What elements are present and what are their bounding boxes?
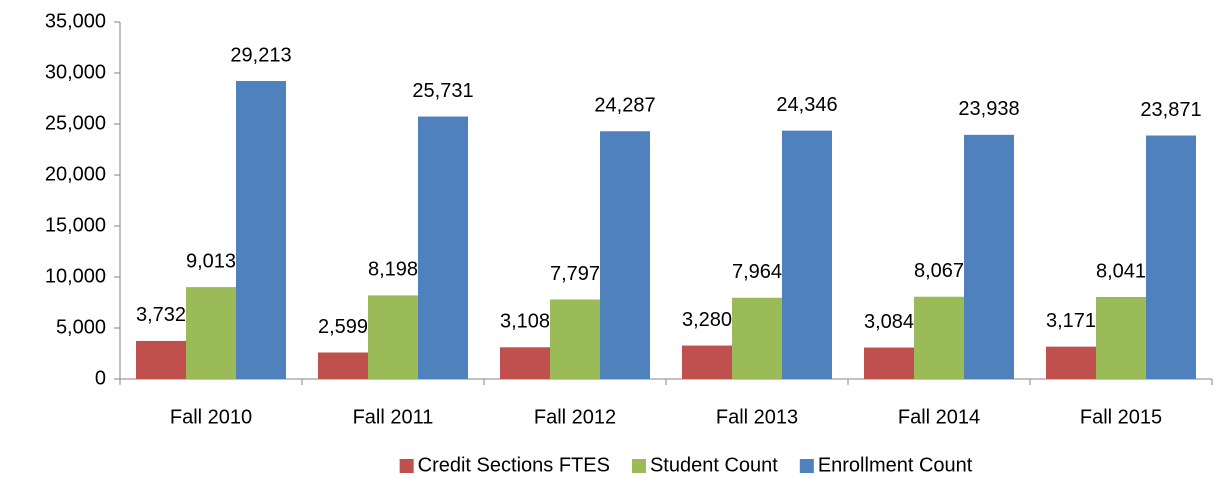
data-label: 7,964	[732, 261, 782, 283]
x-tick-label: Fall 2010	[170, 406, 252, 428]
data-label: 25,731	[412, 80, 473, 102]
bar	[318, 352, 368, 379]
bar	[682, 345, 732, 379]
data-label: 8,198	[368, 259, 418, 281]
y-tick-label: 5,000	[56, 316, 106, 338]
legend-swatch	[799, 459, 814, 473]
data-label: 3,108	[500, 311, 550, 333]
data-label: 29,213	[230, 44, 291, 66]
bar	[600, 131, 650, 379]
bar	[1046, 346, 1096, 379]
legend-swatch	[399, 459, 414, 473]
data-label: 9,013	[186, 250, 236, 272]
data-label: 23,871	[1140, 99, 1201, 121]
bar	[418, 116, 468, 380]
data-label: 24,287	[594, 95, 655, 117]
legend-swatch	[631, 459, 646, 473]
bar	[186, 287, 236, 379]
data-label: 7,797	[550, 263, 600, 285]
x-tick-label: Fall 2015	[1080, 406, 1162, 428]
data-label: 2,599	[318, 316, 368, 338]
x-tick-label: Fall 2014	[898, 406, 980, 428]
y-tick-label: 10,000	[45, 265, 106, 287]
data-label: 3,280	[682, 309, 732, 331]
bar	[1146, 135, 1196, 379]
x-tick-label: Fall 2011	[353, 406, 434, 428]
legend-label: Student Count	[650, 454, 778, 476]
bar	[368, 295, 418, 379]
bar	[864, 347, 914, 379]
data-label: 8,041	[1096, 260, 1146, 282]
y-tick-label: 25,000	[45, 112, 106, 134]
data-label: 3,732	[136, 304, 186, 326]
bar	[914, 296, 964, 379]
bar	[782, 130, 832, 379]
data-label: 24,346	[776, 94, 837, 116]
data-label: 3,171	[1046, 310, 1096, 332]
bar	[136, 340, 186, 379]
bar	[964, 134, 1014, 379]
legend-label: Enrollment Count	[818, 454, 973, 476]
y-tick-label: 35,000	[45, 10, 106, 32]
bar	[500, 347, 550, 379]
data-label: 3,084	[864, 311, 914, 333]
y-tick-label: 30,000	[45, 61, 106, 83]
data-label: 23,938	[958, 98, 1019, 120]
legend-label: Credit Sections FTES	[418, 454, 610, 476]
bar	[550, 299, 600, 379]
y-tick-label: 15,000	[45, 214, 106, 236]
y-tick-label: 20,000	[45, 163, 106, 185]
x-tick-label: Fall 2013	[716, 406, 798, 428]
x-tick-label: Fall 2012	[534, 406, 616, 428]
bar	[1096, 296, 1146, 379]
bar	[732, 297, 782, 379]
bar	[236, 81, 286, 379]
data-label: 8,067	[914, 260, 964, 282]
y-tick-label: 0	[95, 367, 106, 389]
